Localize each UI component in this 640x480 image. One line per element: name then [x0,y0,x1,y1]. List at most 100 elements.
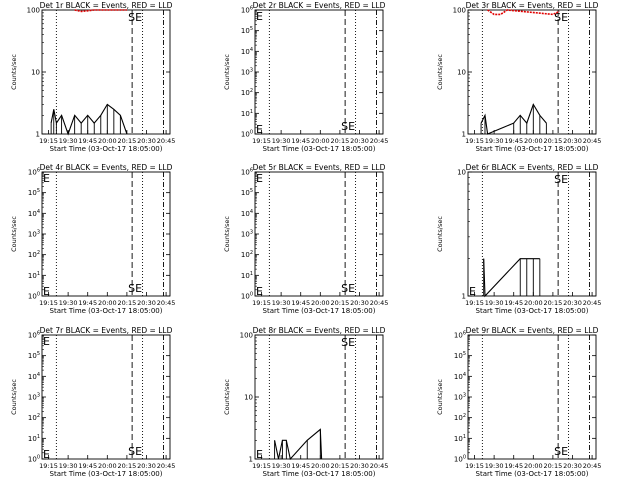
series-red-line [74,9,127,13]
x-tick-label: 20:15 [118,137,137,145]
x-tick-label: 19:45 [291,462,310,470]
y-tick-label: 1 [36,131,40,139]
x-tick-label: 20:30 [563,137,582,145]
plot-frame [467,171,597,297]
y-tick-label: 104 [28,372,40,381]
y-tick-label: 101 [454,434,466,443]
x-axis-label: Start Time (03-Oct-17 18:05:00) [476,470,589,478]
x-tick-label: 20:30 [350,462,369,470]
y-tick-label: 100 [241,130,253,139]
chart-panel-6: Det 6r BLACK = Events, RED = LLD Counts/s… [436,163,601,315]
x-tick-label: 19:15 [39,299,58,307]
letter-right: SE [554,173,568,186]
x-tick-label: 19:45 [78,137,97,145]
chart-panel-7: Det 7r BLACK = Events, RED = LLD Counts/s… [10,326,175,478]
y-tick-label: 100 [240,332,253,340]
x-tick-label: 19:45 [504,299,523,307]
y-tick-label: 104 [241,209,253,218]
x-tick-label: 19:30 [272,137,291,145]
x-tick-label: 19:30 [485,299,504,307]
x-tick-label: 19:45 [504,462,523,470]
y-tick-label: 105 [28,351,40,360]
y-tick-label: 10 [244,394,253,402]
y-tick-label: 103 [28,393,40,402]
y-axis-label: Counts/sec [436,379,444,415]
letter-right: SE [128,11,142,24]
x-tick-label: 19:15 [39,462,58,470]
x-tick-label: 20:00 [311,137,330,145]
y-tick-label: 100 [28,455,40,464]
x-tick-label: 20:00 [311,299,330,307]
x-tick-label: 19:30 [485,137,504,145]
y-tick-label: 1 [249,456,253,464]
y-tick-label: 105 [454,351,466,360]
x-axis-label: Start Time (03-Oct-17 18:05:00) [50,145,163,153]
chart-panel-1: Det 1r BLACK = Events, RED = LLD Counts/s… [10,1,175,153]
letter-right: SE [554,445,568,458]
y-axis-label: Counts/sec [436,216,444,252]
y-tick-label: 106 [454,331,466,340]
x-axis-label: Start Time (03-Oct-17 18:05:00) [50,307,163,315]
y-tick-label: 103 [241,230,253,239]
y-tick-label: 106 [241,168,253,177]
x-tick-label: 19:45 [78,299,97,307]
x-tick-label: 20:15 [544,299,563,307]
x-tick-label: 20:45 [157,137,176,145]
x-tick-label: 20:30 [137,462,156,470]
y-tick-label: 10 [457,69,466,77]
y-tick-label: 10 [457,169,466,177]
x-tick-label: 20:30 [563,299,582,307]
letter-left: E [469,285,476,298]
y-tick-label: 101 [241,271,253,280]
y-tick-label: 10 [31,69,40,77]
y-tick-label: 104 [454,372,466,381]
chart-panel-5: Det 5r BLACK = Events, RED = LLD Counts/s… [223,163,388,315]
y-tick-label: 102 [241,250,253,259]
y-tick-label: 100 [453,7,466,15]
y-tick-label: 102 [28,413,40,422]
x-tick-label: 20:00 [311,462,330,470]
x-tick-label: 19:15 [252,137,271,145]
x-tick-label: 20:15 [118,299,137,307]
plot-frame [254,9,384,135]
x-tick-label: 19:30 [59,462,78,470]
plot-frame [41,171,171,297]
letter-right: SE [128,445,142,458]
x-tick-label: 20:00 [524,462,543,470]
chart-title: Det 7r BLACK = Events, RED = LLD [40,326,173,335]
y-tick-label: 105 [28,188,40,197]
chart-panel-3: Det 3r BLACK = Events, RED = LLD Counts/s… [436,1,601,153]
y-tick-label: 102 [454,413,466,422]
x-tick-label: 19:30 [485,462,504,470]
chart-title: Det 5r BLACK = Events, RED = LLD [253,163,386,172]
y-tick-label: 101 [241,109,253,118]
plot-frame [41,334,171,460]
x-tick-label: 20:15 [331,137,350,145]
y-tick-label: 103 [241,68,253,77]
x-tick-label: 20:45 [157,299,176,307]
x-tick-label: 19:15 [465,137,484,145]
letter-left: E [43,172,50,185]
x-tick-label: 19:45 [291,137,310,145]
y-tick-label: 102 [28,250,40,259]
letter-left-bottom: E [43,285,50,298]
y-axis-label: Counts/sec [223,216,231,252]
x-tick-label: 20:15 [544,137,563,145]
x-tick-label: 19:15 [252,299,271,307]
letter-left-bottom: E [256,285,263,298]
x-tick-label: 19:30 [272,299,291,307]
chart-panel-8: Det 8r BLACK = Events, RED = LLD Counts/s… [223,326,388,478]
letter-right: SE [341,336,355,349]
x-tick-label: 20:45 [370,462,389,470]
series-black-line [483,258,540,298]
y-tick-label: 101 [28,271,40,280]
x-tick-label: 20:45 [583,462,602,470]
letter-left: E [256,448,263,461]
x-tick-label: 19:45 [291,299,310,307]
y-axis-label: Counts/sec [223,379,231,415]
x-tick-label: 20:45 [157,462,176,470]
x-tick-label: 19:30 [59,137,78,145]
chart-panel-9: Det 9r BLACK = Events, RED = LLD Counts/s… [436,326,601,478]
x-tick-label: 19:30 [272,462,291,470]
y-tick-label: 106 [28,331,40,340]
